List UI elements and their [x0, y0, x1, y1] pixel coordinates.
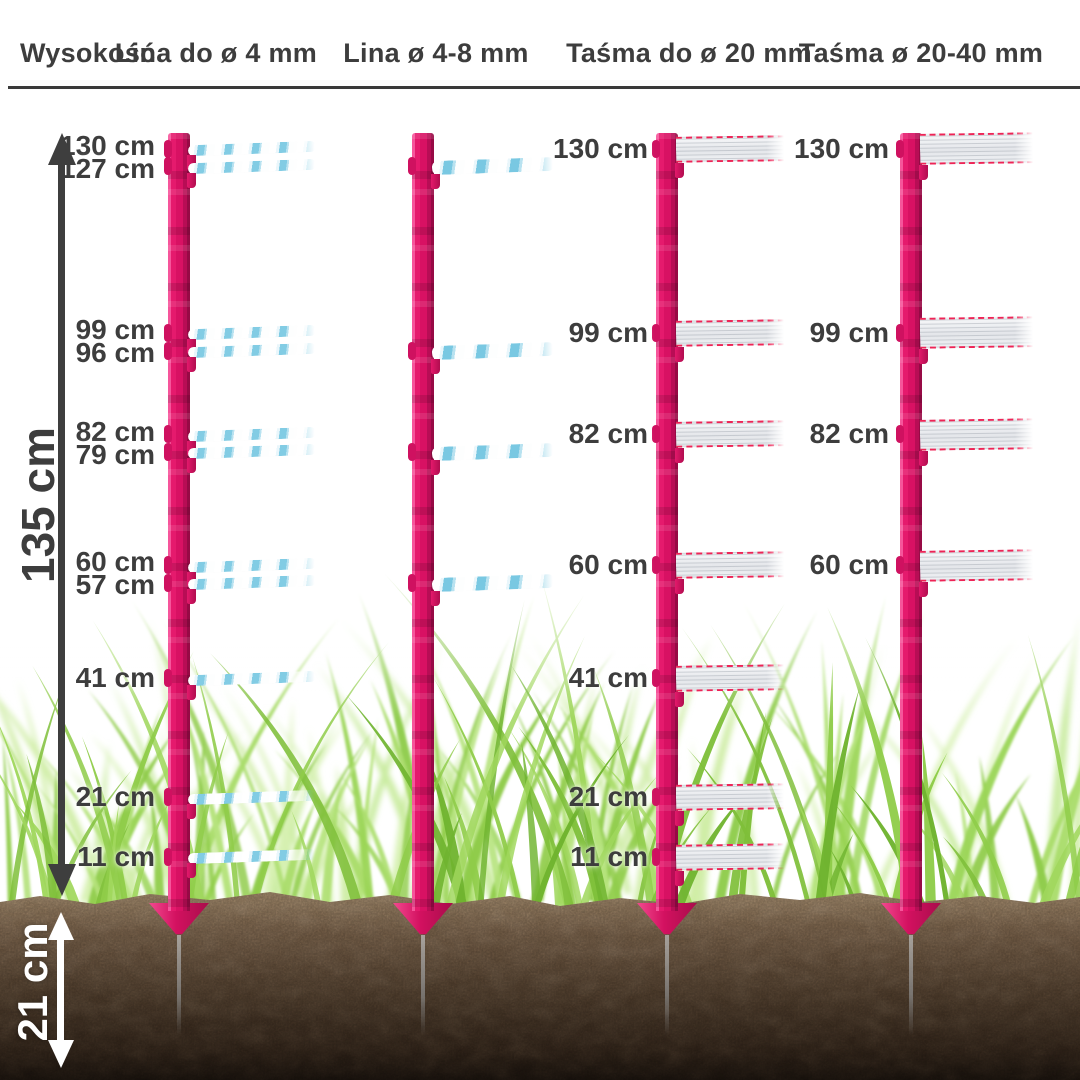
post-lina-4-8mm-clip-notch — [408, 341, 416, 360]
post-tasma-do-20mm — [656, 133, 678, 911]
post-tasma-do-20mm-clip-notch — [652, 425, 660, 444]
post-lina-do-4mm-hook — [187, 589, 196, 605]
post-tasma-do-20mm-ground-spike — [665, 935, 669, 1035]
post-tasma-20-40mm-hook — [919, 450, 928, 466]
post-lina-do-4mm-clip-notch — [164, 157, 172, 176]
measurement-label-99cm: 99 cm — [75, 314, 155, 346]
post-tasma-do-20mm-clip-notch — [652, 847, 660, 866]
measurement-label-60cm: 60 cm — [568, 549, 648, 580]
post-lina-4-8mm-hook — [431, 174, 440, 190]
post-lina-do-4mm-clip-notch — [164, 442, 172, 461]
measurement-label-11cm: 11 cm — [570, 840, 648, 872]
header-height-label: Wysokość — [20, 38, 156, 68]
post-lina-4-8mm-clip-notch — [408, 442, 416, 461]
post-tasma-do-20mm-clip-notch — [652, 323, 660, 342]
measurement-label-82cm: 82 cm — [568, 418, 648, 450]
post-lina-4-8mm-hook — [431, 358, 440, 374]
post-tasma-20-40mm-clip-notch — [896, 425, 904, 444]
measurement-label-60cm: 60 cm — [809, 549, 889, 580]
post-tasma-do-20mm-clip-notch — [652, 139, 660, 158]
post-lina-do-4mm-clip-notch — [164, 669, 172, 688]
post-lina-do-4mm-hook — [187, 357, 196, 373]
post-tasma-do-20mm-hook — [675, 870, 684, 886]
post-tasma-20-40mm-hook — [919, 581, 928, 597]
post-tasma-20-40mm-ground-spike — [909, 935, 913, 1035]
post-lina-do-4mm-hook — [187, 172, 196, 188]
measurement-label-82cm: 82 cm — [75, 415, 155, 447]
header-col-lina-4-8mm: Lina ø 4-8 mm — [343, 38, 529, 68]
post-lina-do-4mm-clip-notch — [164, 425, 172, 444]
post-tasma-do-20mm-clip-notch — [652, 669, 660, 688]
post-lina-do-4mm-clip-notch — [164, 847, 172, 866]
post-tasma-20-40mm — [900, 133, 922, 911]
post-tasma-20-40mm-tape-segment — [919, 132, 1034, 165]
measurement-label-57cm: 57 cm — [75, 569, 155, 601]
measurement-label-79cm: 79 cm — [75, 438, 155, 470]
post-tasma-20-40mm-clip-notch — [896, 556, 904, 574]
header-col-tasma-do-20mm: Taśma do ø 20 mm — [566, 38, 812, 68]
post-lina-4-8mm-ground-spike — [421, 935, 425, 1035]
measurement-label-96cm: 96 cm — [75, 337, 155, 369]
post-lina-do-4mm-hook — [187, 803, 196, 819]
above-ground-height-label: 135 cm — [12, 426, 64, 584]
post-lina-do-4mm-clip-notch — [164, 573, 172, 592]
measurement-label-99cm: 99 cm — [568, 316, 648, 348]
post-tasma-20-40mm-clip-notch — [896, 323, 904, 342]
post-lina-do-4mm-clip-notch — [164, 323, 172, 342]
post-lina-do-4mm-clip-notch — [164, 341, 172, 360]
post-lina-do-4mm-clip-notch — [164, 556, 172, 574]
measurement-label-21cm: 21 cm — [75, 781, 155, 813]
post-lina-4-8mm-hook — [431, 459, 440, 475]
post-lina-4-8mm-clip-notch — [408, 573, 416, 592]
measurement-label-82cm: 82 cm — [809, 418, 889, 450]
measurement-label-130cm: 130 cm — [60, 129, 155, 161]
measurement-label-130cm: 130 cm — [553, 132, 648, 164]
post-lina-do-4mm-ground-spike — [177, 935, 181, 1035]
post-tasma-do-20mm-tape-segment — [675, 783, 785, 811]
post-lina-4-8mm — [412, 133, 434, 911]
measurement-label-60cm: 60 cm — [75, 546, 155, 578]
post-lina-do-4mm-clip-notch — [164, 139, 172, 158]
post-tasma-do-20mm-hook — [675, 162, 684, 178]
depth-arrow-shaft — [57, 936, 64, 1044]
post-lina-4-8mm-clip-notch — [408, 157, 416, 176]
post-tasma-do-20mm-clip-notch — [652, 556, 660, 574]
post-tasma-do-20mm-hook — [675, 579, 684, 594]
post-tasma-20-40mm-hook — [919, 165, 928, 180]
below-ground-depth-label: 21 cm — [9, 922, 56, 1042]
post-lina-do-4mm-hook — [187, 863, 196, 879]
post-lina-do-4mm-clip-notch — [164, 788, 172, 807]
header-col-lina-do-4mm: Lina do ø 4 mm — [114, 38, 318, 68]
height-arrow-shaft — [58, 160, 65, 872]
post-tasma-20-40mm-clip-notch — [896, 139, 904, 158]
post-tasma-do-20mm-hook — [675, 448, 684, 464]
post-tasma-do-20mm-hook — [675, 692, 684, 708]
measurement-label-130cm: 130 cm — [794, 132, 889, 164]
post-tasma-20-40mm-tape-segment — [919, 316, 1034, 350]
post-lina-do-4mm-hook — [187, 458, 196, 474]
post-lina-do-4mm — [168, 133, 190, 911]
post-tasma-20-40mm-tape-segment — [919, 417, 1034, 451]
post-lina-4-8mm-hook — [431, 590, 440, 606]
header-col-tasma-20-40mm: Taśma ø 20-40 mm — [798, 38, 1044, 68]
post-lina-do-4mm-hook — [187, 684, 196, 700]
measurement-label-11cm: 11 cm — [77, 840, 155, 872]
post-tasma-20-40mm-tape-segment — [919, 548, 1034, 582]
post-tasma-20-40mm-hook — [919, 349, 928, 365]
measurement-label-41cm: 41 cm — [568, 662, 648, 694]
measurement-label-99cm: 99 cm — [809, 316, 889, 348]
measurement-label-41cm: 41 cm — [75, 662, 155, 694]
measurement-label-21cm: 21 cm — [568, 781, 648, 813]
post-tasma-do-20mm-clip-notch — [652, 788, 660, 807]
measurement-label-127cm: 127 cm — [60, 152, 155, 184]
header-divider — [8, 86, 1080, 89]
post-tasma-do-20mm-hook — [675, 346, 684, 362]
post-tasma-do-20mm-tape-segment — [675, 664, 785, 692]
post-tasma-do-20mm-hook — [675, 811, 684, 827]
post-tasma-do-20mm-tape-segment — [675, 842, 785, 871]
